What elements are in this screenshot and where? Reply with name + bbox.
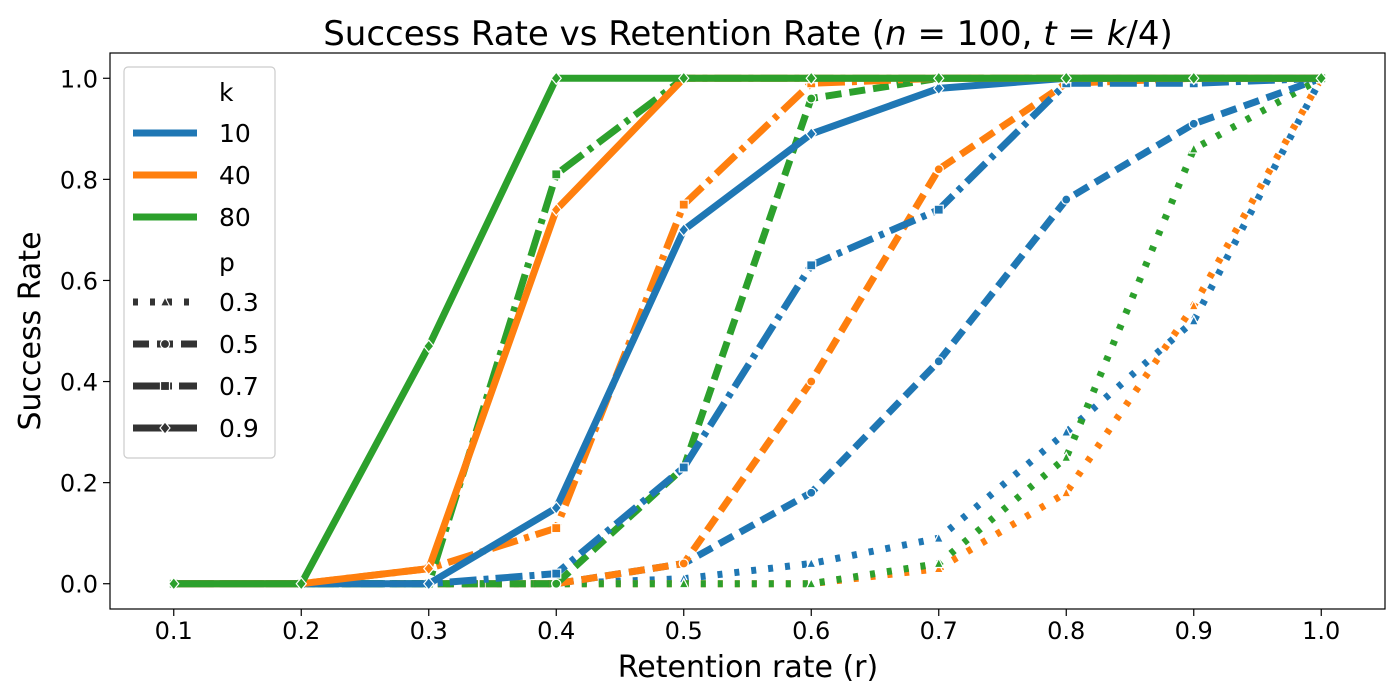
data-point — [1188, 142, 1200, 154]
legend-box — [123, 66, 276, 459]
data-point — [1188, 118, 1199, 129]
data-point — [551, 568, 562, 579]
data-point — [422, 576, 435, 591]
legend: k 10 40 80 p 0.3 0.5 0.7 0.9 — [123, 66, 276, 459]
x-tick-label: 0.6 — [792, 617, 830, 645]
data-point — [932, 81, 945, 96]
legend-p-marker — [159, 338, 171, 350]
legend-p-item: 0.5 — [133, 330, 259, 359]
x-tick-label: 1.0 — [1302, 617, 1340, 645]
legend-p-entries: 0.3 0.5 0.7 0.9 — [133, 288, 259, 443]
series-line — [173, 75, 1323, 588]
series-line — [173, 74, 1322, 588]
chart-title: Success Rate vs Retention Rate (n = 100,… — [323, 14, 1173, 54]
y-tick-label: 1.0 — [60, 65, 98, 93]
x-tick-label: 0.4 — [537, 617, 575, 645]
data-point — [806, 93, 817, 104]
x-tick-label: 0.3 — [410, 617, 448, 645]
data-point — [678, 558, 689, 569]
legend-k-label: 10 — [219, 119, 251, 148]
data-point — [1061, 194, 1072, 205]
series-layer — [167, 71, 1328, 591]
y-axis-label: Success Rate — [13, 231, 48, 430]
data-point — [805, 557, 817, 569]
data-point — [1315, 71, 1328, 86]
data-point — [551, 169, 562, 180]
data-point — [550, 202, 563, 217]
legend-k-title: k — [219, 78, 234, 107]
data-point — [422, 339, 435, 354]
y-tick-label: 0.0 — [60, 571, 98, 599]
data-point — [933, 356, 944, 367]
data-point — [1060, 486, 1072, 498]
data-point — [295, 576, 308, 591]
legend-p-marker — [159, 421, 171, 435]
legend-p-marker — [159, 380, 171, 392]
legend-k-entries: 10 40 80 — [133, 119, 251, 232]
data-point — [1188, 314, 1200, 326]
data-point — [933, 557, 945, 569]
data-point — [422, 561, 435, 576]
data-point — [806, 260, 817, 271]
data-point — [677, 222, 690, 237]
legend-p-item: 0.9 — [133, 414, 259, 443]
data-point — [551, 523, 562, 534]
data-point — [550, 71, 563, 86]
plot-frame — [109, 52, 1386, 610]
legend-k-label: 40 — [219, 161, 251, 190]
data-point — [550, 500, 563, 515]
legend-p-label: 0.9 — [219, 414, 259, 443]
y-tick-label: 0.2 — [60, 470, 98, 498]
data-point — [678, 577, 690, 589]
legend-p-label: 0.5 — [219, 330, 259, 359]
legend-p-label: 0.7 — [219, 372, 259, 401]
x-axis-ticks: 0.1 0.2 0.3 0.4 0.5 0.6 0.7 0.8 0.9 1.0 — [155, 609, 1340, 645]
data-point — [678, 462, 689, 473]
x-tick-label: 0.2 — [282, 617, 320, 645]
legend-p-marker — [159, 295, 171, 307]
data-point — [805, 71, 818, 86]
data-point — [806, 487, 817, 498]
data-point — [678, 199, 689, 210]
legend-p-item: 0.3 — [133, 288, 259, 317]
y-axis-ticks: 0.0 0.2 0.4 0.6 0.8 1.0 — [60, 65, 110, 599]
data-point — [1060, 425, 1072, 437]
x-tick-label: 0.5 — [665, 617, 703, 645]
data-point — [805, 577, 817, 589]
y-tick-label: 0.6 — [60, 267, 98, 295]
x-tick-label: 0.8 — [1047, 617, 1085, 645]
data-point — [933, 164, 944, 175]
data-point — [1188, 299, 1200, 311]
data-point — [677, 71, 690, 86]
data-point — [1060, 451, 1072, 462]
legend-p-item: 0.7 — [133, 372, 259, 401]
y-tick-label: 0.8 — [60, 166, 98, 194]
y-tick-label: 0.4 — [60, 369, 98, 397]
x-axis-label: Retention rate (r) — [618, 650, 878, 685]
series-line — [173, 74, 1322, 588]
data-point — [806, 376, 817, 387]
data-point — [551, 578, 562, 589]
series-80-09 — [167, 71, 1328, 591]
legend-p-label: 0.3 — [219, 288, 259, 317]
data-point — [1187, 71, 1200, 86]
data-point — [1060, 71, 1073, 86]
legend-k-label: 80 — [219, 203, 251, 232]
data-point — [167, 576, 180, 591]
x-tick-label: 0.7 — [920, 617, 958, 645]
data-point — [932, 71, 945, 86]
data-point — [933, 204, 944, 215]
legend-p-title: p — [219, 248, 235, 277]
x-tick-label: 0.1 — [155, 617, 193, 645]
data-point — [805, 126, 818, 141]
data-point — [933, 531, 945, 543]
x-tick-label: 0.9 — [1175, 617, 1213, 645]
